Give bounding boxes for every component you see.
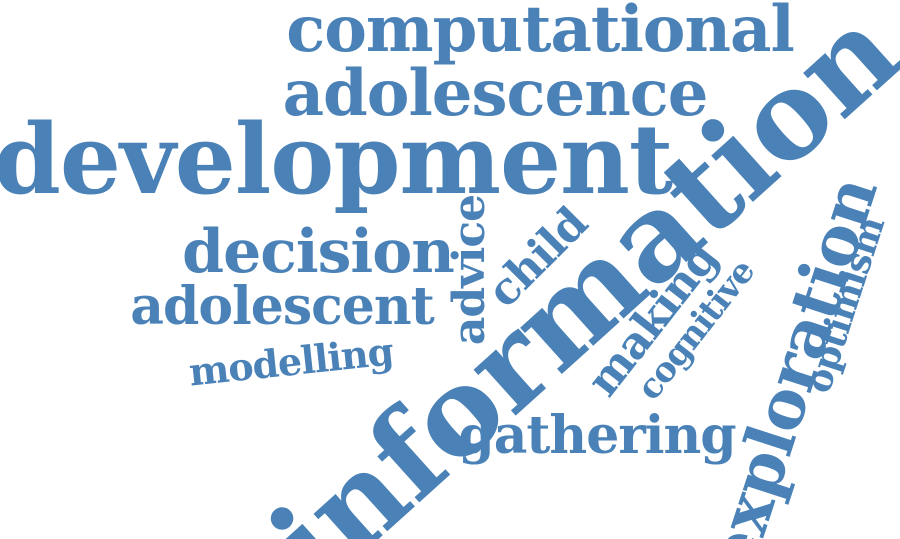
word-decision: decision — [182, 222, 454, 282]
word-development: development — [0, 112, 672, 208]
word-gathering: gathering — [458, 410, 735, 462]
word-modelling: modelling — [187, 332, 395, 391]
word-computational: computational — [286, 0, 794, 62]
word-adolescent: adolescent — [130, 281, 433, 333]
